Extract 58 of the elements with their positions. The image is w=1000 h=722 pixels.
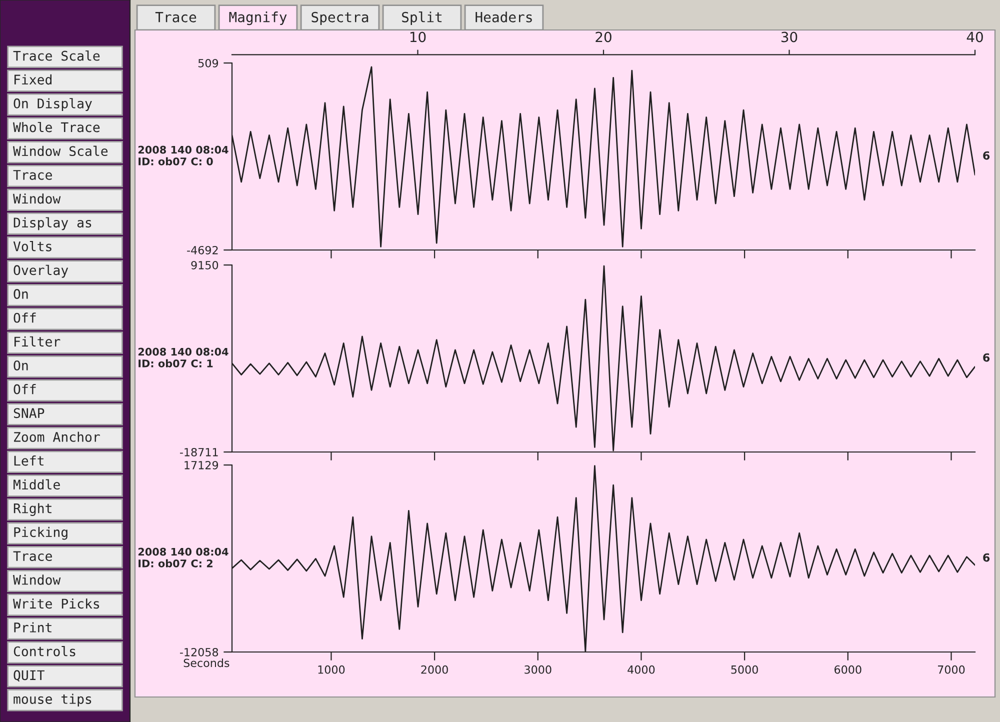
text: Window Scale — [13, 146, 108, 156]
y-tick-label: -18711 — [180, 448, 218, 456]
text: Whole Trace — [13, 122, 100, 132]
text: Overlay — [14, 264, 68, 278]
x-axis-title: Seconds — [184, 658, 230, 668]
text: Off — [14, 384, 36, 394]
text: Headers — [476, 12, 532, 22]
x-tick-label: 7000 — [938, 665, 965, 674]
text: Spectra — [312, 12, 368, 26]
text: QUIT — [14, 670, 44, 682]
x-tick-label: 5000 — [731, 665, 758, 674]
text: Magnify — [229, 12, 287, 26]
y-axis-title: 2008 140 08:04 ID: ob07 C: 1 — [138, 348, 228, 368]
x-tick-label: 3000 — [524, 665, 552, 674]
text: Write Picks — [13, 598, 100, 609]
x2-tick-label: 20 — [596, 32, 612, 42]
text: Picking — [14, 526, 68, 540]
text: Fixed — [14, 74, 52, 85]
text: Controls — [14, 646, 76, 656]
text: mouse tips — [14, 694, 92, 707]
y-tick-label: -12058 — [180, 648, 218, 656]
x2-tick-label: 10 — [410, 32, 426, 42]
y-axis-title: 2008 140 08:04 ID: ob07 C: 0 — [138, 146, 228, 166]
text: Display as — [14, 217, 92, 230]
text: SNAP — [14, 408, 44, 418]
text: Right — [14, 503, 52, 516]
y-axis-title: 2008 140 08:04 ID: ob07 C: 2 — [138, 548, 228, 568]
text: Trace — [155, 12, 196, 22]
x2-tick-label: 40 — [966, 32, 983, 42]
y2-axis-title: 6 — [983, 553, 990, 562]
text: Trace Scale — [13, 50, 100, 61]
y-tick-label: -4692 — [187, 246, 218, 254]
x-tick-label: 2000 — [421, 665, 448, 674]
text: Zoom Anchor — [14, 432, 100, 442]
text: On — [14, 360, 28, 370]
x-tick-label: 1000 — [318, 665, 345, 674]
text: Trace — [13, 170, 52, 180]
text: On — [14, 289, 28, 299]
y-tick-label: 509 — [198, 58, 218, 68]
x-tick-label: 6000 — [834, 665, 862, 674]
text: Window — [13, 574, 61, 585]
text: Left — [14, 456, 44, 466]
text: Volts — [13, 241, 52, 252]
line-series — [232, 66, 975, 248]
y-tick-label: 9150 — [191, 260, 218, 270]
text: Print — [14, 622, 52, 632]
x-tick-label: 4000 — [628, 665, 655, 674]
y-tick-label: 17129 — [184, 460, 218, 470]
y2-axis-title: 6 — [983, 353, 990, 362]
y2-axis-title: 6 — [983, 151, 990, 160]
text: Middle — [14, 479, 60, 490]
text: On Display — [14, 98, 92, 111]
text: Window — [13, 193, 61, 204]
text: Filter — [14, 336, 60, 347]
text: Trace — [13, 551, 52, 562]
x2-tick-label: 30 — [781, 32, 798, 42]
text: Split — [402, 12, 442, 26]
text: Off — [14, 312, 36, 323]
